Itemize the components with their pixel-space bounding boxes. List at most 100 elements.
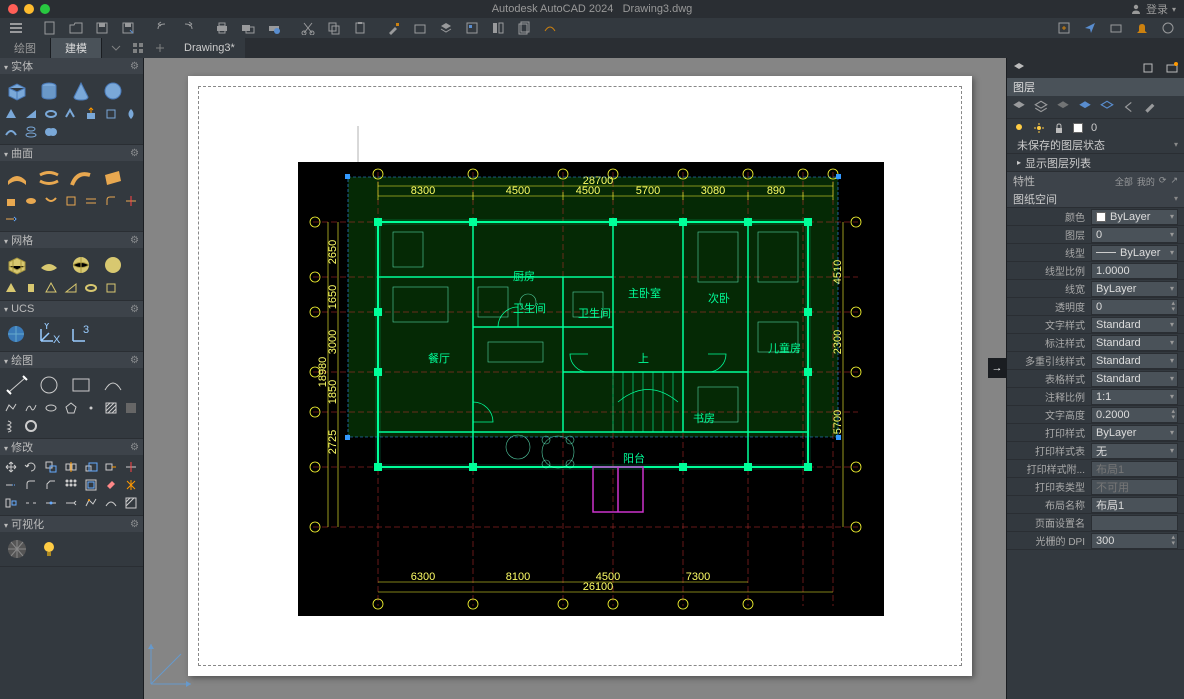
ucs-3point-tool[interactable]: 3 — [66, 321, 96, 347]
sweep-tool[interactable] — [2, 124, 20, 140]
circle-tool[interactable] — [34, 372, 64, 398]
mesh-cone-tool[interactable] — [2, 280, 20, 296]
match-props-icon[interactable] — [386, 20, 402, 36]
grid-view-icon[interactable] — [130, 40, 146, 56]
prop-value[interactable]: 0▴▾ — [1091, 299, 1178, 315]
saveas-icon[interactable] — [120, 20, 136, 36]
minimize-window-button[interactable] — [24, 4, 34, 14]
props-mine-button[interactable]: 我的 — [1137, 175, 1155, 188]
drawing-canvas[interactable]: 28700 8300 4500 4500 5700 3080 890 6300 … — [144, 58, 1006, 699]
mesh-torus-tool[interactable] — [82, 280, 100, 296]
maximize-window-button[interactable] — [40, 4, 50, 14]
lock-icon[interactable] — [1053, 122, 1065, 134]
layer-isolate-icon[interactable] — [1077, 99, 1093, 115]
spinner-icon[interactable]: ▴▾ — [1171, 409, 1175, 421]
mode-tab-model[interactable]: 建模 — [51, 38, 102, 58]
layer-prev-icon[interactable] — [1121, 99, 1137, 115]
props-expand-icon[interactable]: ↗ — [1170, 175, 1178, 188]
edit-polyline-tool[interactable] — [82, 495, 100, 511]
prop-value[interactable]: 0.2000▴▾ — [1091, 407, 1178, 423]
ucs-world-tool[interactable] — [2, 321, 32, 347]
layer-off-icon[interactable] — [1011, 99, 1027, 115]
prop-value[interactable]: ByLayer — [1091, 209, 1178, 225]
palette-surface-header[interactable]: ▾ 曲面⚙ — [0, 145, 143, 161]
minimize-tabs-icon[interactable] — [108, 40, 124, 56]
extrude-tool[interactable] — [82, 106, 100, 122]
rp-tab-xref[interactable] — [1160, 59, 1184, 77]
tool-palettes-icon[interactable] — [490, 20, 506, 36]
stretch-tool[interactable] — [102, 459, 120, 475]
close-window-button[interactable] — [8, 4, 18, 14]
union-tool[interactable] — [42, 124, 60, 140]
props-all-button[interactable]: 全部 — [1115, 175, 1133, 188]
surf-revolve-tool[interactable] — [22, 193, 40, 209]
rectangle-tool[interactable] — [66, 372, 96, 398]
ellipse-tool[interactable] — [42, 400, 60, 416]
paste-icon[interactable] — [352, 20, 368, 36]
layer-lock-icon[interactable] — [1055, 99, 1071, 115]
extend-tool[interactable] — [2, 477, 20, 493]
donut-tool[interactable] — [22, 418, 40, 434]
publish-icon[interactable] — [266, 20, 282, 36]
mesh-sphere-tool[interactable] — [66, 252, 96, 278]
polygon-tool[interactable] — [62, 400, 80, 416]
panel-collapse-arrow[interactable]: → — [988, 358, 1006, 378]
notification-icon[interactable] — [1134, 20, 1150, 36]
break-tool[interactable] — [22, 495, 40, 511]
cone-tool[interactable] — [66, 78, 96, 104]
scale-tool[interactable] — [82, 459, 100, 475]
lightbulb-icon[interactable] — [1013, 122, 1025, 134]
redo-icon[interactable] — [180, 20, 196, 36]
plot-preview-icon[interactable] — [240, 20, 256, 36]
spinner-icon[interactable]: ▴▾ — [1171, 301, 1175, 313]
ucs-origin-tool[interactable]: YX — [34, 321, 64, 347]
add-tab-icon[interactable] — [152, 40, 168, 56]
pyramid-tool[interactable] — [2, 106, 20, 122]
palette-visualize-header[interactable]: ▾ 可视化⚙ — [0, 516, 143, 532]
mesh-crease-tool[interactable] — [102, 280, 120, 296]
sphere-tool[interactable] — [98, 78, 128, 104]
surf-extrude-tool[interactable] — [2, 193, 20, 209]
prop-value[interactable]: 1.0000 — [1091, 263, 1178, 279]
edit-spline-tool[interactable] — [102, 495, 120, 511]
chamfer-tool[interactable] — [42, 477, 60, 493]
menu-icon[interactable] — [8, 20, 24, 36]
surf-fillet-tool[interactable] — [102, 193, 120, 209]
surf-extend-tool[interactable] — [2, 211, 20, 227]
presspull-tool[interactable] — [102, 106, 120, 122]
prop-value[interactable]: 1:1 — [1091, 389, 1178, 405]
palette-ucs-header[interactable]: ▾ UCS⚙ — [0, 301, 143, 317]
palette-mesh-header[interactable]: ▾ 网格⚙ — [0, 232, 143, 248]
mesh-smooth-tool[interactable] — [34, 252, 64, 278]
mode-tab-draw[interactable]: 绘图 — [0, 38, 51, 58]
loft-tool[interactable] — [22, 124, 40, 140]
prop-value[interactable]: 布局1 — [1091, 497, 1178, 513]
surf-offset-tool[interactable] — [82, 193, 100, 209]
layer-match-icon[interactable] — [1143, 99, 1159, 115]
spline-tool[interactable] — [22, 400, 40, 416]
copy-tool[interactable] — [42, 459, 60, 475]
spinner-icon[interactable]: ▴▾ — [1171, 535, 1175, 547]
prop-value[interactable]: 300▴▾ — [1091, 533, 1178, 549]
explode-tool[interactable] — [122, 477, 140, 493]
mesh-pyramid-tool[interactable] — [42, 280, 60, 296]
send-icon[interactable] — [1082, 20, 1098, 36]
new-file-icon[interactable] — [42, 20, 58, 36]
sheet-set-icon[interactable] — [516, 20, 532, 36]
layer-state-dropdown[interactable]: 未保存的图层状态▾ — [1007, 136, 1184, 154]
cylinder-tool[interactable] — [34, 78, 64, 104]
rp-tab-blocks[interactable] — [1136, 59, 1160, 77]
fillet-tool[interactable] — [22, 477, 40, 493]
layer-freeze-icon[interactable] — [1033, 99, 1049, 115]
copy-icon[interactable] — [326, 20, 342, 36]
space-row[interactable]: 图纸空间▾ — [1007, 190, 1184, 208]
save-icon[interactable] — [94, 20, 110, 36]
surf-trim-tool[interactable] — [122, 193, 140, 209]
sun-icon[interactable] — [1033, 122, 1045, 134]
polyline-tool[interactable] — [2, 400, 20, 416]
prop-value[interactable]: Standard — [1091, 353, 1178, 369]
cut-icon[interactable] — [300, 20, 316, 36]
layer-props-icon[interactable] — [438, 20, 454, 36]
lengthen-tool[interactable] — [62, 495, 80, 511]
surf-sweep-tool[interactable] — [66, 165, 96, 191]
